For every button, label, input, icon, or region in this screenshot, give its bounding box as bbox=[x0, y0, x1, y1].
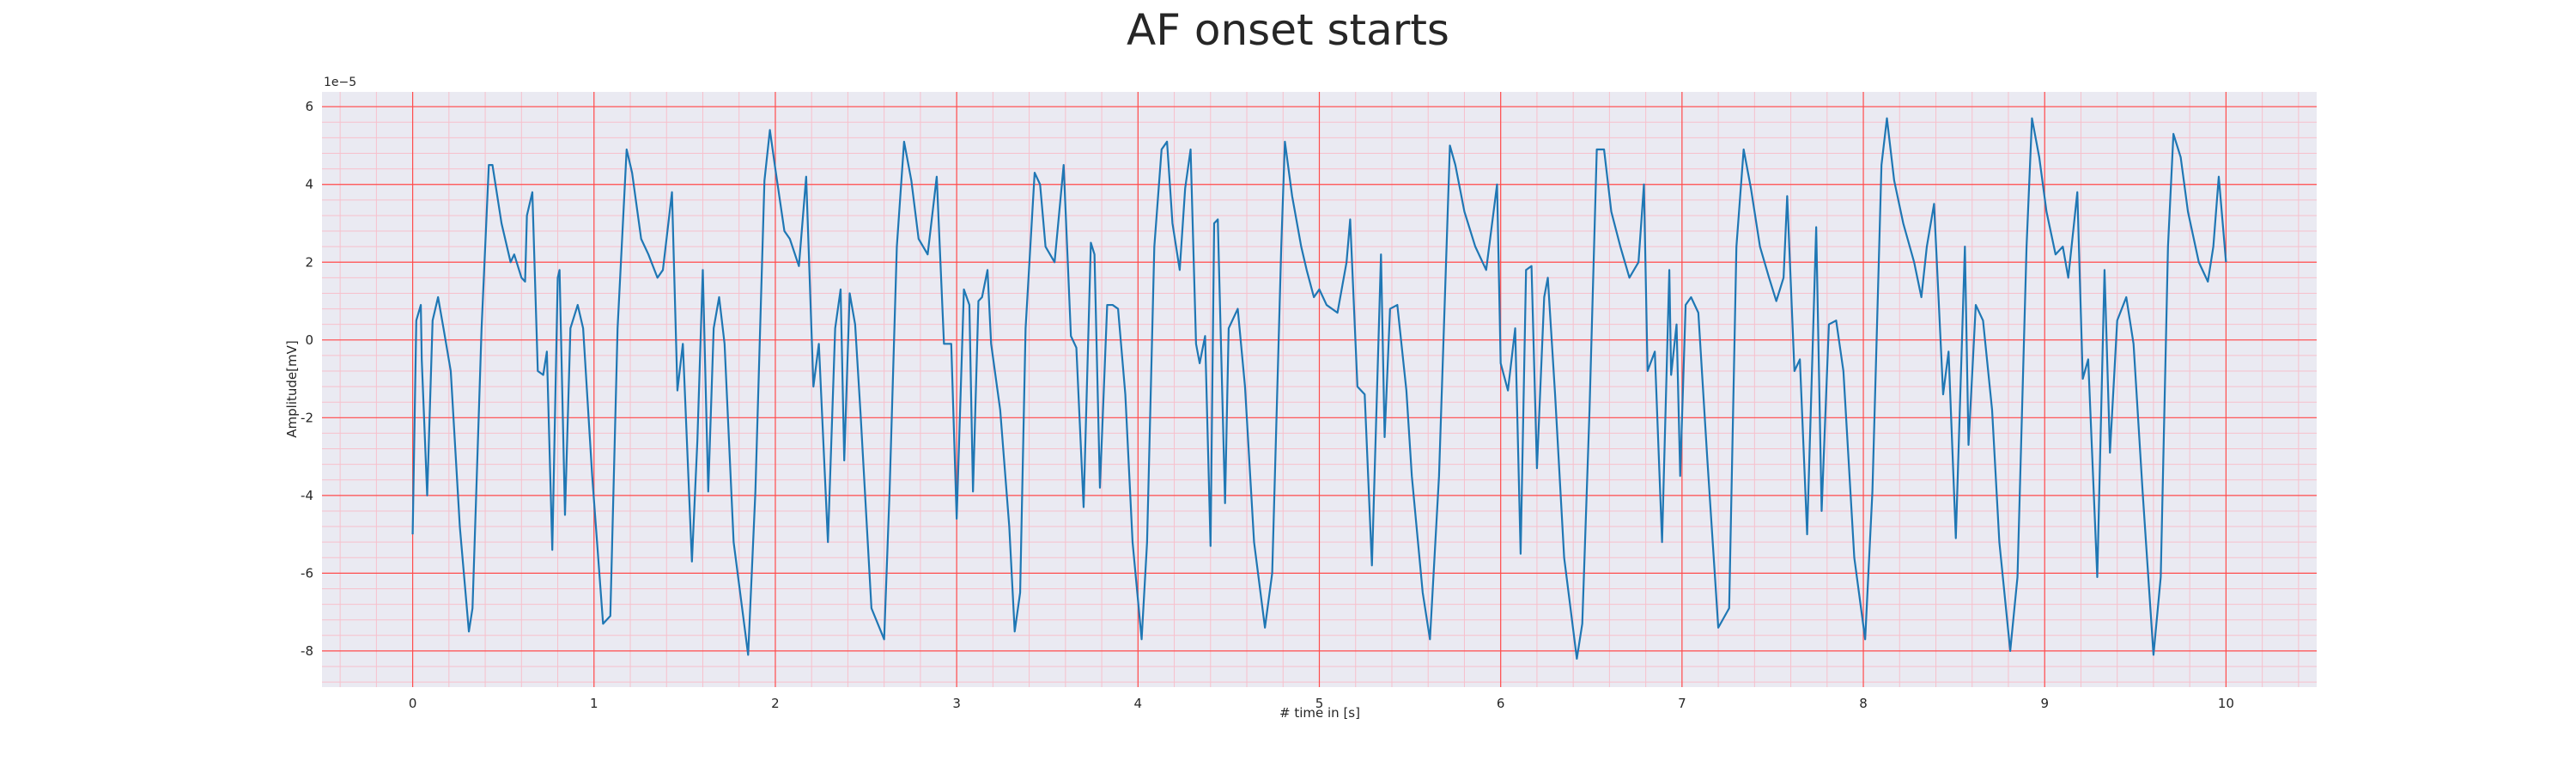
y-offset-text: 1e−5 bbox=[324, 76, 356, 89]
y-tick-label: 4 bbox=[305, 177, 313, 192]
x-tick-label: 2 bbox=[771, 696, 780, 711]
y-tick-label: 2 bbox=[305, 254, 313, 270]
x-tick-label: 5 bbox=[1315, 696, 1324, 711]
x-tick-label: 8 bbox=[1859, 696, 1868, 711]
signal-line bbox=[411, 117, 2227, 660]
x-tick-label: 1 bbox=[590, 696, 598, 711]
y-tick-label: -4 bbox=[301, 488, 313, 503]
x-tick-label: 3 bbox=[952, 696, 961, 711]
y-axis-label: Amplitude[mV] bbox=[284, 340, 300, 437]
chart-title: AF onset starts bbox=[1127, 5, 1449, 55]
y-tick-label: 0 bbox=[305, 332, 313, 348]
x-tick-label: 6 bbox=[1497, 696, 1505, 711]
x-tick-label: 0 bbox=[409, 696, 417, 711]
x-tick-label: 10 bbox=[2218, 696, 2234, 711]
x-axis-label: # time in [s] bbox=[1279, 705, 1360, 721]
x-tick-label: 9 bbox=[2040, 696, 2049, 711]
y-tick-label: -2 bbox=[301, 410, 313, 425]
y-tick-label: -6 bbox=[301, 565, 313, 581]
x-tick-label: 7 bbox=[1678, 696, 1686, 711]
y-tick-label: -8 bbox=[301, 643, 313, 659]
x-tick-label: 4 bbox=[1134, 696, 1143, 711]
y-tick-label: 6 bbox=[305, 99, 313, 114]
